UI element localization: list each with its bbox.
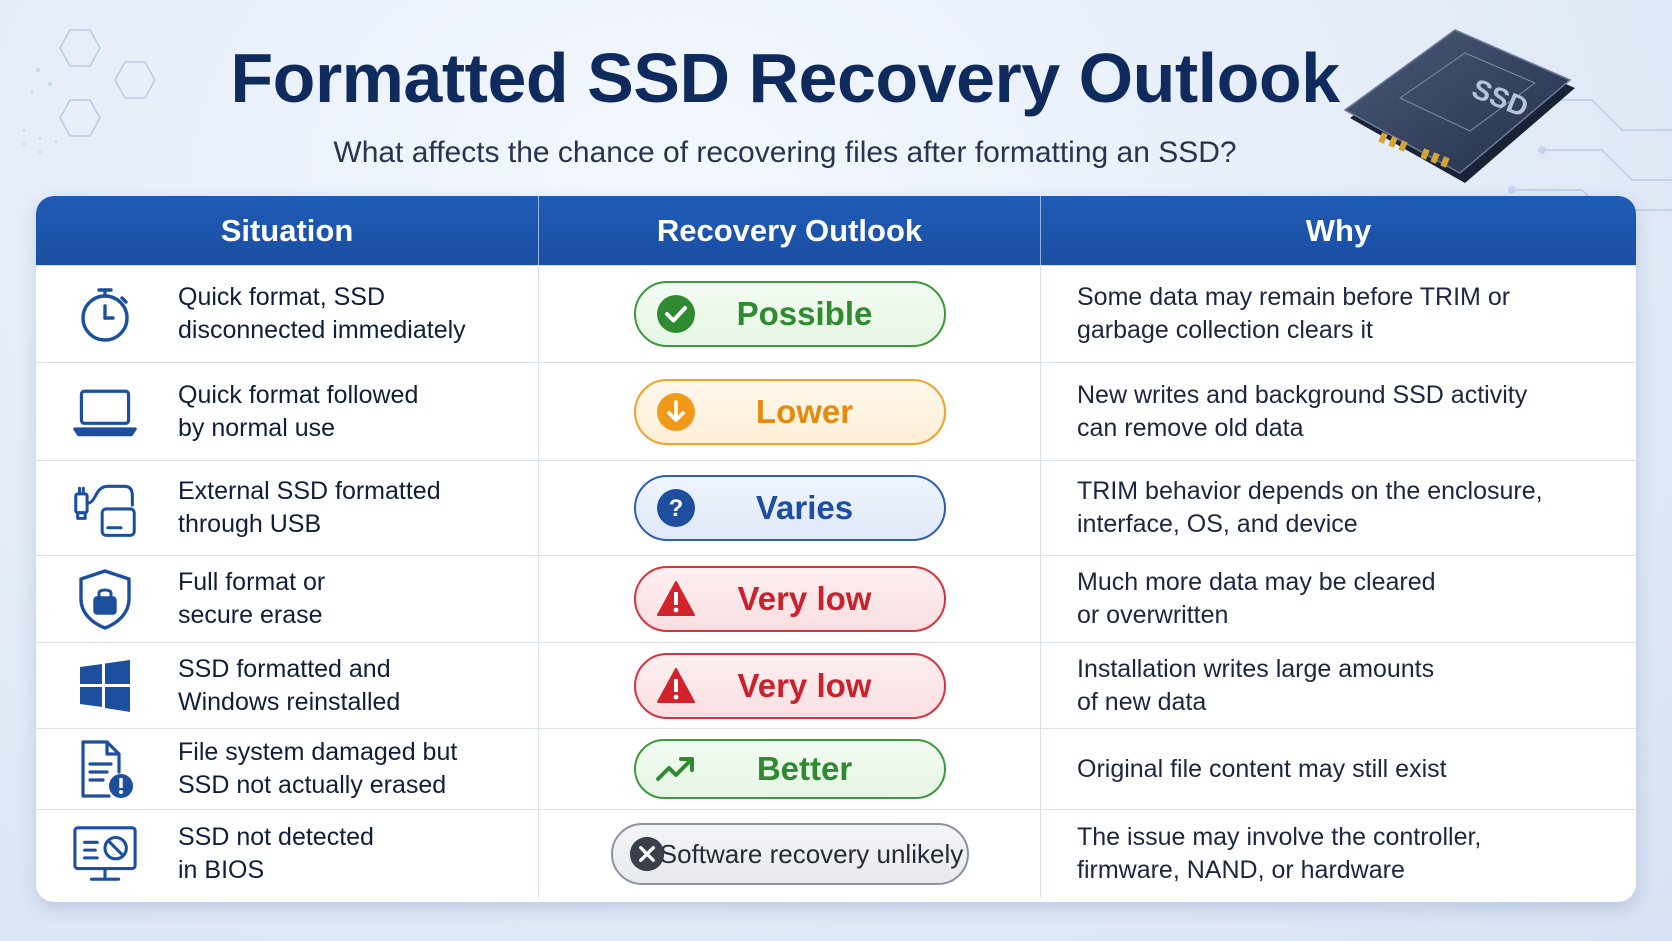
why-cell: Installation writes large amounts of new… [1041,643,1636,728]
why-cell: The issue may involve the controller, fi… [1041,810,1636,898]
outlook-cell: Very low [539,556,1041,642]
ssd-drive-icon: SSD [1343,29,1575,183]
situation-line: by normal use [178,413,336,442]
situation-cell: File system damaged but SSD not actually… [36,729,539,809]
outlook-badge-lower: Lower [633,378,946,445]
outlook-label: Very low [737,666,872,704]
why-line: Installation writes large amounts [1077,654,1435,683]
warning-triangle-icon [656,581,695,616]
outlook-cell: ? Varies [539,461,1041,555]
situation-line: secure erase [178,601,323,629]
outlook-cell: Software recovery unlikely [539,810,1041,898]
why-cell: Much more data may be cleared or overwri… [1041,556,1636,642]
trend-up-icon [655,757,694,781]
situation-cell: Quick format, SSD disconnected immediate… [36,266,539,362]
check-circle-icon [656,295,695,333]
outlook-label: Better [756,750,853,787]
why-line: Some data may remain before TRIM or [1077,283,1511,311]
why-cell: Some data may remain before TRIM or garb… [1041,266,1636,362]
why-cell: Original file content may still exist [1041,729,1636,809]
situation-cell: Quick format followed by normal use [36,363,539,460]
situation-line: SSD formatted and [178,654,391,683]
why-line: of new data [1077,687,1207,716]
stopwatch-icon [72,281,138,347]
table-row: SSD not detected in BIOS Software recove… [36,809,1636,898]
hexagon-decoration-icon [22,29,156,154]
situation-line: Windows reinstalled [178,687,401,716]
why-line: New writes and background SSD activity [1077,380,1528,409]
header-why: Why [1305,212,1372,248]
situation-line: External SSD formatted [178,477,441,505]
table-row: Full format or secure erase Very low Muc… [36,555,1636,642]
why-line: Much more data may be cleared [1077,568,1436,596]
why-line: The issue may involve the controller, [1077,823,1482,851]
svg-text:?: ? [668,495,683,522]
situation-line: Quick format followed [178,380,419,409]
situation-line: disconnected immediately [178,316,466,344]
page-subtitle: What affects the chance of recovering fi… [333,136,1237,169]
situation-cell: SSD formatted and Windows reinstalled [36,643,539,728]
question-circle-icon: ? [656,489,695,527]
why-line: can remove old data [1077,413,1304,442]
shield-lock-icon [72,566,138,632]
situation-cell: External SSD formatted through USB [36,461,539,555]
situation-line: File system damaged but [178,738,458,766]
outlook-cell: Lower [539,363,1041,460]
table-header: Situation Recovery Outlook Why [36,196,1636,265]
situation-cell: Full format or secure erase [36,556,539,642]
table-row: SSD formatted and Windows reinstalled Ve… [36,642,1636,728]
table-row: File system damaged but SSD not actually… [36,728,1636,809]
why-cell: New writes and background SSD activity c… [1041,363,1636,460]
situation-line: through USB [178,510,322,538]
table-row: External SSD formatted through USB ? Var… [36,460,1636,555]
document-alert-icon [72,736,138,802]
why-line: firmware, NAND, or hardware [1077,856,1405,884]
table-row: Quick format followed by normal use Lowe… [36,362,1636,460]
header-situation: Situation [36,196,539,265]
outlook-badge-unlikely: Software recovery unlikely [610,823,969,885]
header-outlook: Recovery Outlook [539,196,1041,265]
outlook-badge-very-low: Very low [633,652,946,719]
outlook-cell: Better [539,729,1041,809]
windows-logo-icon [72,653,138,719]
outlook-badge-very-low: Very low [633,566,946,632]
situation-line: in BIOS [178,856,265,884]
recovery-table: Situation Recovery Outlook Why Quick for… [36,196,1636,902]
outlook-label: Lower [755,392,854,430]
why-line: garbage collection clears it [1077,316,1373,344]
outlook-cell: Very low [539,643,1041,728]
outlook-badge-better: Better [633,739,946,799]
arrow-down-circle-icon [656,392,695,431]
outlook-label: Software recovery unlikely [659,838,964,869]
why-line: TRIM behavior depends on the enclosure, [1077,477,1543,505]
outlook-label: Very low [737,580,872,617]
outlook-cell: Possible [539,266,1041,362]
situation-line: Quick format, SSD [178,283,385,311]
warning-triangle-icon [656,667,695,703]
situation-cell: SSD not detected in BIOS [36,810,539,898]
why-line: Original file content may still exist [1077,754,1447,783]
outlook-label: Varies [755,489,854,526]
usb-drive-icon [72,475,138,541]
outlook-badge-varies: ? Varies [633,475,946,541]
page-title: Formatted SSD Recovery Outlook [230,39,1340,117]
x-circle-icon [629,836,664,872]
situation-line: Full format or [178,568,326,596]
why-line: interface, OS, and device [1077,510,1358,538]
situation-line: SSD not detected [178,823,374,851]
why-cell: TRIM behavior depends on the enclosure, … [1041,461,1636,555]
why-line: or overwritten [1077,601,1229,629]
outlook-label: Possible [736,295,873,332]
situation-line: SSD not actually erased [178,771,447,799]
monitor-blocked-icon [72,821,138,887]
outlook-badge-possible: Possible [633,281,946,347]
laptop-icon [72,379,138,445]
table-row: Quick format, SSD disconnected immediate… [36,265,1636,362]
